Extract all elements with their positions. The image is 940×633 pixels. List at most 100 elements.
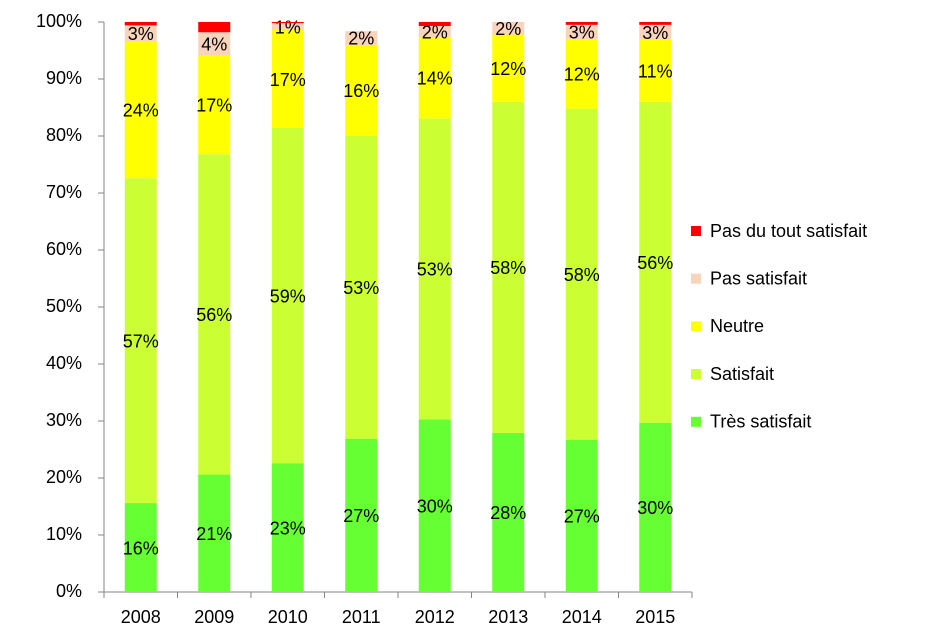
y-tick-label: 30%: [46, 410, 82, 430]
bar-segment: [492, 101, 525, 433]
legend-swatch: [691, 273, 701, 284]
bar-segment: [565, 439, 598, 592]
bar-segment: [345, 44, 378, 136]
bar-segment: [198, 55, 231, 155]
x-tick-label: 2009: [194, 607, 234, 627]
bar-segment: [639, 39, 672, 102]
y-tick-label: 60%: [46, 239, 82, 259]
bar-segment: [124, 25, 157, 42]
x-tick-label: 2014: [562, 607, 602, 627]
legend-swatch: [691, 226, 701, 236]
bar-segment: [492, 432, 525, 592]
bar-segment: [565, 39, 598, 109]
x-tick-label: 2010: [268, 607, 308, 627]
x-tick-label: 2012: [415, 607, 455, 627]
bar-segment: [345, 136, 378, 439]
data-label: 12%: [564, 65, 600, 85]
data-label: 2%: [422, 22, 448, 42]
data-label: 17%: [270, 70, 306, 90]
y-tick-label: 50%: [46, 296, 82, 316]
x-tick-label: 2008: [121, 607, 161, 627]
bar-segment: [565, 22, 598, 25]
y-tick-label: 100%: [36, 11, 82, 31]
data-label: 3%: [128, 24, 154, 44]
bar-segment: [124, 22, 157, 26]
legend-label: Satisfait: [710, 364, 774, 384]
legend-label: Très satisfait: [710, 412, 811, 432]
data-label: 58%: [490, 258, 526, 278]
data-label: 56%: [196, 305, 232, 325]
bar-segment: [271, 128, 304, 464]
legend-label: Pas satisfait: [710, 268, 807, 288]
bar-segment: [418, 419, 451, 592]
data-label: 1%: [275, 17, 301, 37]
legend-swatch: [691, 416, 701, 427]
bar-segment: [639, 22, 672, 25]
bar-segment: [124, 178, 157, 504]
bar-segment: [271, 23, 304, 30]
bar-segment: [124, 41, 157, 179]
data-label: 14%: [417, 69, 453, 89]
bar-segment: [418, 37, 451, 119]
data-label: 30%: [637, 498, 673, 518]
bar-segment: [418, 25, 451, 38]
bar-segment: [345, 438, 378, 592]
data-label: 58%: [564, 265, 600, 285]
y-tick-label: 20%: [46, 467, 82, 487]
data-label: 28%: [490, 503, 526, 523]
bar-segment: [418, 118, 451, 420]
bar-segment: [492, 22, 525, 35]
bar-segment: [198, 154, 231, 475]
legend-swatch: [691, 369, 701, 380]
data-label: 16%: [343, 81, 379, 101]
bar-segment: [271, 29, 304, 129]
bar-segment: [198, 32, 231, 56]
data-label: 23%: [270, 518, 306, 538]
bar-segment: [271, 22, 304, 24]
bar-segment: [492, 34, 525, 102]
data-label: 53%: [417, 260, 453, 280]
legend-label: Neutre: [710, 316, 764, 336]
bar-segment: [639, 101, 672, 423]
data-label: 12%: [490, 59, 526, 79]
data-label: 27%: [343, 506, 379, 526]
data-label: 27%: [564, 507, 600, 527]
bar-segment: [565, 24, 598, 40]
data-label: 30%: [417, 496, 453, 516]
data-label: 11%: [638, 61, 673, 81]
bar-segment: [124, 503, 157, 592]
data-label: 56%: [637, 253, 673, 273]
data-label: 24%: [123, 101, 159, 121]
y-tick-label: 70%: [46, 182, 82, 202]
data-label: 2%: [348, 29, 374, 49]
bar-segment: [198, 22, 231, 33]
y-tick-label: 10%: [46, 524, 82, 544]
data-label: 21%: [196, 524, 232, 544]
bar-segment: [418, 22, 451, 26]
x-tick-label: 2013: [488, 607, 528, 627]
x-tick-label: 2011: [342, 607, 381, 627]
y-tick-label: 0%: [56, 581, 82, 601]
y-tick-label: 40%: [46, 353, 82, 373]
bar-segment: [345, 31, 378, 45]
data-label: 2%: [495, 19, 521, 39]
data-label: 3%: [569, 23, 595, 43]
data-label: 59%: [270, 286, 306, 306]
bar-segment: [639, 422, 672, 592]
data-label: 4%: [201, 35, 227, 55]
bar-segment: [565, 108, 598, 440]
data-label: 3%: [642, 23, 668, 43]
data-label: 17%: [196, 96, 232, 116]
legend-label: Pas du tout satisfait: [710, 221, 867, 241]
legend-swatch: [691, 321, 701, 332]
data-label: 57%: [123, 331, 159, 351]
bar-segment: [198, 474, 231, 592]
y-tick-label: 90%: [46, 68, 82, 88]
x-tick-label: 2015: [635, 607, 675, 627]
data-label: 16%: [123, 538, 159, 558]
bar-segment: [271, 463, 304, 592]
y-tick-label: 80%: [46, 125, 82, 145]
bar-segment: [639, 24, 672, 40]
